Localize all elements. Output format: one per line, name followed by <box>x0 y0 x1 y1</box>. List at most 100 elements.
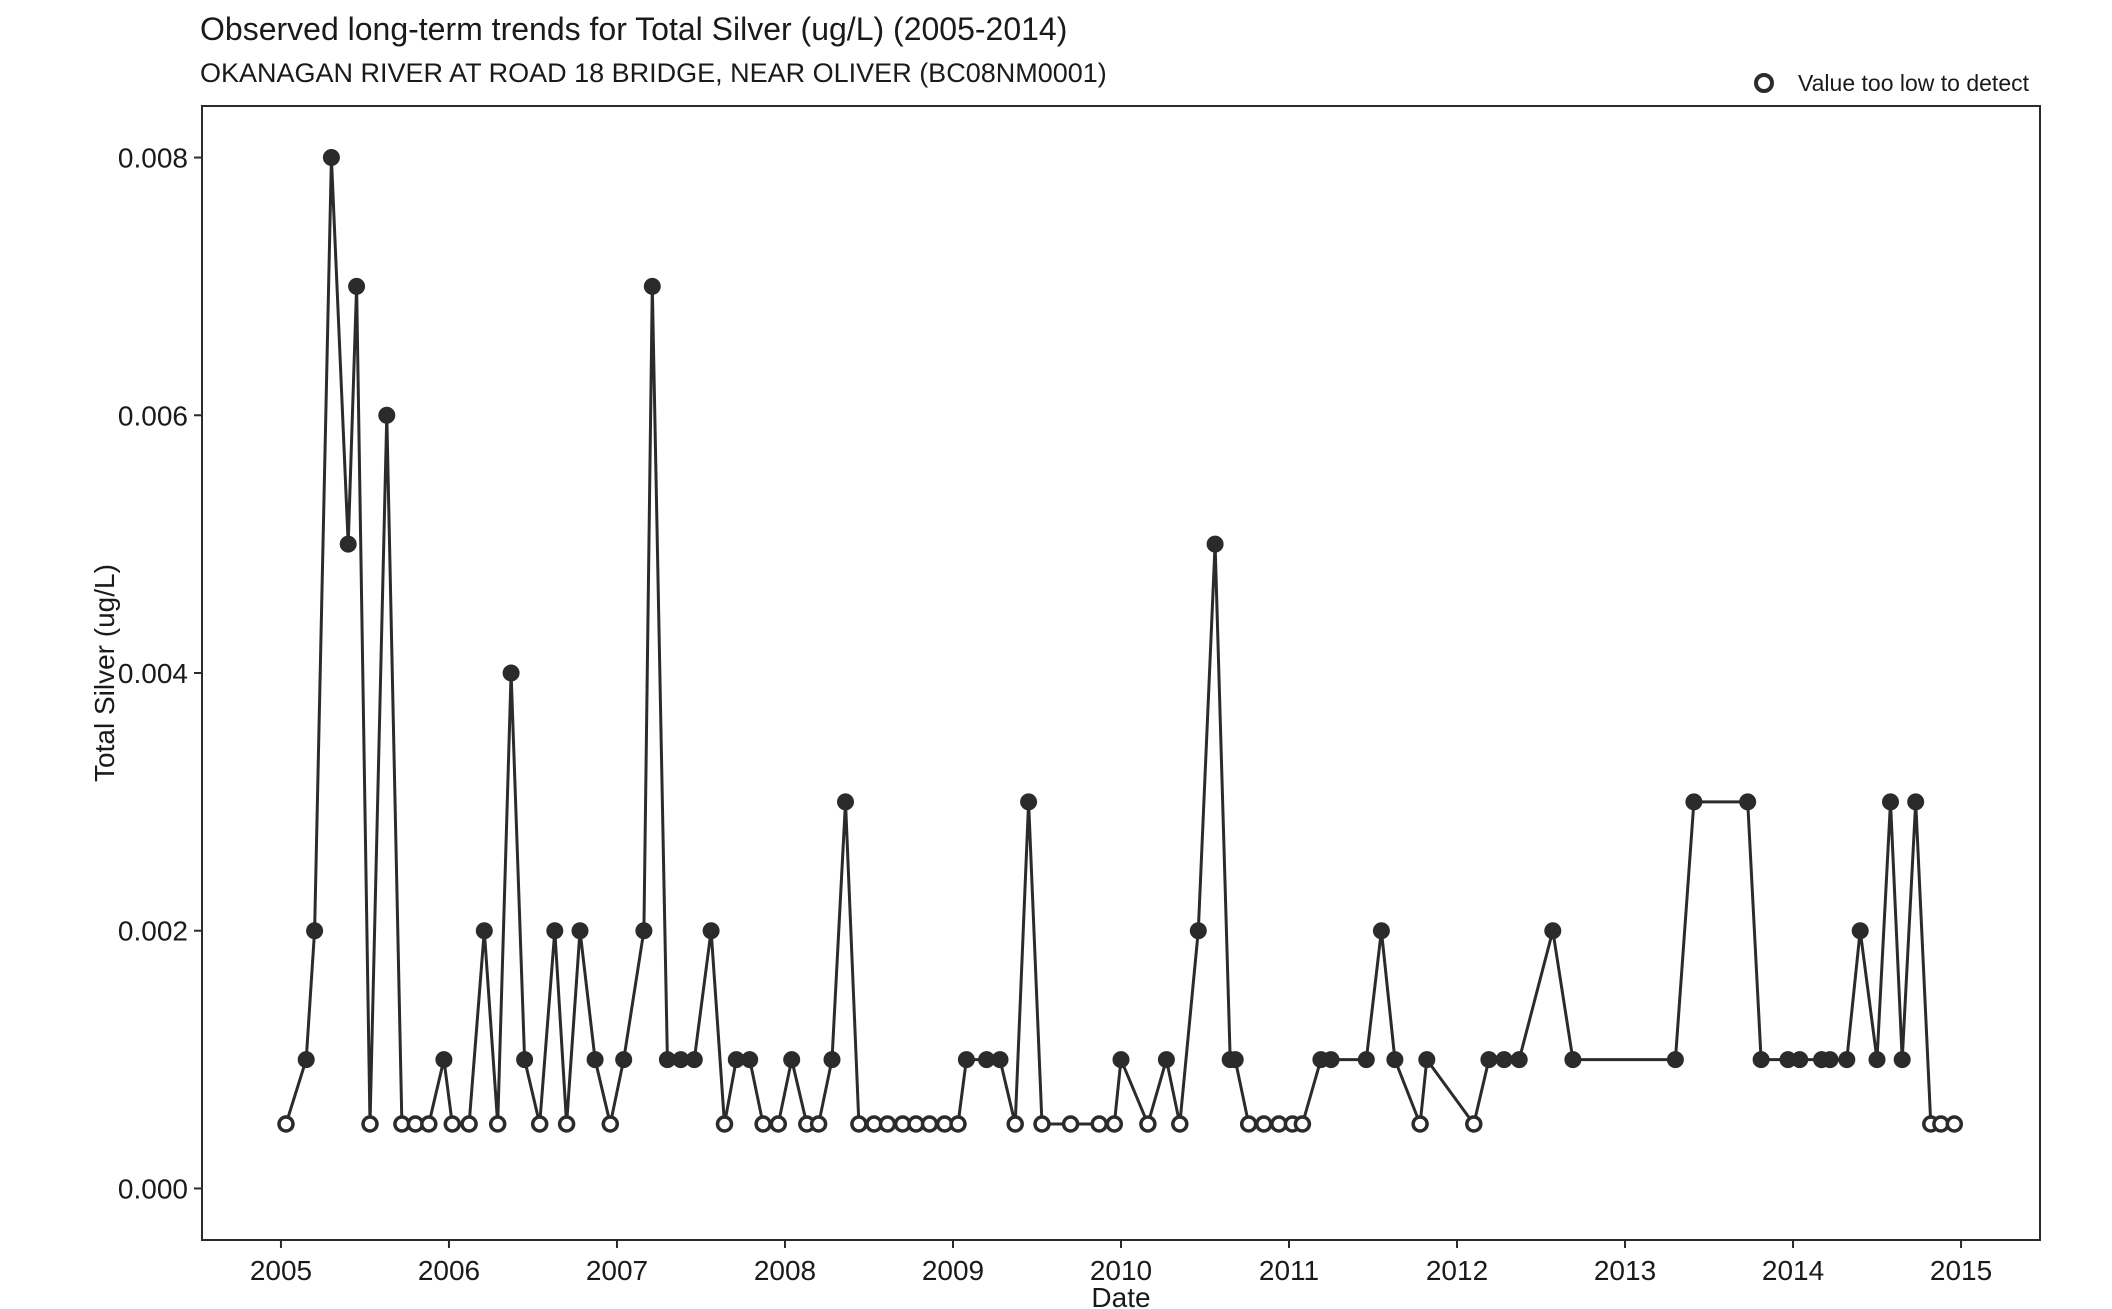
data-point <box>1685 793 1703 811</box>
x-tick-label: 2010 <box>1090 1255 1152 1286</box>
x-tick-label: 2009 <box>922 1255 984 1286</box>
data-point <box>1739 793 1757 811</box>
data-point <box>1157 1051 1175 1069</box>
y-tick-label: 0.002 <box>118 916 188 947</box>
data-point <box>348 277 366 295</box>
x-axis: 2005 2006 2007 2008 2009 2010 2011 2012 2013 2014… <box>250 1240 1992 1286</box>
y-axis-title: Total Silver (ug/L) <box>89 564 120 782</box>
data-point-below-detection <box>1061 1115 1080 1133</box>
data-point <box>546 922 564 940</box>
data-point <box>516 1051 534 1069</box>
data-point <box>586 1051 604 1069</box>
chart-title: Observed long-term trends for Total Silv… <box>200 11 1067 47</box>
data-point <box>475 922 493 940</box>
x-tick-label: 2011 <box>1259 1255 1319 1286</box>
legend-label: Value too low to detect <box>1798 70 2030 96</box>
data-point <box>1666 1051 1684 1069</box>
data-point <box>1510 1051 1528 1069</box>
data-point <box>837 793 854 811</box>
y-tick-label: 0.008 <box>118 143 188 174</box>
series-layer <box>277 149 1964 1133</box>
data-point-below-detection <box>769 1115 788 1133</box>
data-point <box>1189 922 1207 940</box>
data-point <box>1868 1051 1886 1069</box>
data-point-below-detection <box>878 1115 897 1133</box>
x-tick-label: 2015 <box>1930 1255 1992 1286</box>
data-point-below-detection <box>1171 1115 1189 1133</box>
data-point <box>635 922 653 940</box>
data-point-below-detection <box>277 1115 295 1133</box>
data-point-below-detection <box>1293 1115 1312 1133</box>
data-point <box>322 149 340 166</box>
data-point-below-detection <box>1465 1115 1483 1133</box>
data-point <box>643 277 661 295</box>
x-tick-label: 2013 <box>1594 1255 1656 1286</box>
data-point <box>378 406 396 424</box>
y-axis: 0.000 0.002 0.004 0.006 0.008 <box>118 143 202 1204</box>
data-point <box>571 922 589 940</box>
data-point-below-detection <box>1006 1115 1024 1133</box>
data-point <box>339 535 357 553</box>
series-line <box>284 156 1955 1126</box>
data-point-below-detection <box>1945 1115 1964 1133</box>
data-point-below-detection <box>601 1115 620 1133</box>
data-point <box>1386 1051 1404 1069</box>
data-point <box>502 664 520 682</box>
data-point <box>957 1051 975 1069</box>
legend: Value too low to detect <box>1754 70 2030 96</box>
data-point <box>1882 793 1899 811</box>
data-point <box>991 1051 1009 1069</box>
chart-subtitle: OKANAGAN RIVER AT ROAD 18 BRIDGE, NEAR O… <box>200 58 1107 88</box>
data-point <box>1206 535 1224 553</box>
data-point-below-detection <box>920 1115 939 1133</box>
data-point-below-detection <box>443 1115 462 1133</box>
data-point-below-detection <box>361 1115 379 1133</box>
x-tick-label: 2005 <box>250 1255 312 1286</box>
data-point <box>297 1051 315 1069</box>
data-point <box>1851 922 1869 940</box>
data-point <box>1226 1051 1244 1069</box>
data-point-below-detection <box>1033 1115 1051 1133</box>
data-point-below-detection <box>754 1115 772 1133</box>
y-tick-label: 0.000 <box>118 1173 188 1204</box>
x-tick-label: 2014 <box>1762 1255 1824 1286</box>
data-point-below-detection <box>949 1115 967 1133</box>
data-point <box>783 1051 801 1069</box>
data-point <box>1893 1051 1911 1069</box>
legend-open-circle-marker <box>1754 73 1774 93</box>
data-point <box>615 1051 633 1069</box>
data-point-below-detection <box>850 1115 868 1133</box>
data-point <box>306 922 324 940</box>
data-point <box>702 922 720 940</box>
data-point <box>1112 1051 1130 1069</box>
data-point-below-detection <box>1411 1115 1429 1133</box>
data-point-below-detection <box>1090 1115 1108 1133</box>
data-point <box>1357 1051 1375 1069</box>
x-tick-label: 2012 <box>1426 1255 1488 1286</box>
data-point <box>1791 1051 1809 1069</box>
data-point-below-detection <box>1139 1115 1157 1133</box>
data-point-below-detection <box>530 1115 549 1133</box>
x-tick-label: 2008 <box>754 1255 816 1286</box>
data-point <box>1838 1051 1856 1069</box>
data-point <box>435 1051 453 1069</box>
data-point-below-detection <box>420 1115 438 1133</box>
data-point-below-detection <box>1239 1115 1258 1133</box>
data-point-below-detection <box>557 1115 576 1133</box>
data-point <box>1495 1051 1513 1069</box>
data-point <box>741 1051 759 1069</box>
data-point <box>685 1051 703 1069</box>
data-point <box>1752 1051 1770 1069</box>
data-point <box>823 1051 841 1069</box>
data-point <box>1020 793 1038 811</box>
data-point <box>1907 793 1925 811</box>
data-point <box>1480 1051 1498 1069</box>
x-axis-title: Date <box>1091 1282 1150 1309</box>
data-point <box>1322 1051 1340 1069</box>
data-point <box>1372 922 1390 940</box>
data-point <box>1821 1051 1839 1069</box>
y-tick-label: 0.004 <box>118 658 188 689</box>
y-tick-label: 0.006 <box>118 400 188 431</box>
data-point-below-detection <box>1105 1115 1124 1133</box>
data-point-below-detection <box>488 1115 507 1133</box>
